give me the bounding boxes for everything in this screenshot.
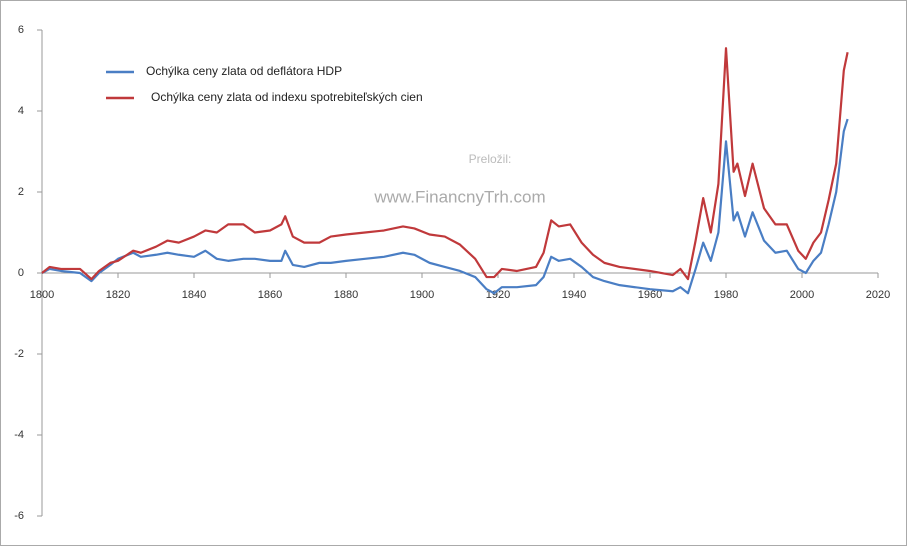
data-line xyxy=(41,47,849,281)
x-tick-label: 1960 xyxy=(638,289,662,301)
x-tick-label: 1800 xyxy=(30,289,54,301)
x-tick-label: 1860 xyxy=(258,289,282,301)
y-tick-label: 6 xyxy=(18,24,24,36)
y-tick-label: -2 xyxy=(14,348,24,360)
legend-label: Ochýlka ceny zlata od deflátora HDP xyxy=(146,64,342,78)
legend-label: Ochýlka ceny zlata od indexu spotrebiteľ… xyxy=(151,90,423,104)
annotation: www.FinancnyTrh.com xyxy=(373,187,545,206)
x-tick-label: 1880 xyxy=(334,289,358,301)
data-line xyxy=(41,118,849,295)
x-tick-label: 1840 xyxy=(182,289,206,301)
y-tick-label: 0 xyxy=(18,267,24,279)
x-tick-label: 1900 xyxy=(410,289,434,301)
y-tick-label: 4 xyxy=(18,105,24,117)
annotation: Preložil: xyxy=(469,152,512,166)
y-tick-label: -6 xyxy=(14,510,24,522)
x-tick-label: 1940 xyxy=(562,289,586,301)
x-tick-label: 1980 xyxy=(714,289,738,301)
y-tick-label: 2 xyxy=(18,186,24,198)
y-tick-label: -4 xyxy=(14,429,24,441)
x-tick-label: 1820 xyxy=(106,289,130,301)
x-tick-label: 2020 xyxy=(866,289,890,301)
x-tick-label: 2000 xyxy=(790,289,814,301)
